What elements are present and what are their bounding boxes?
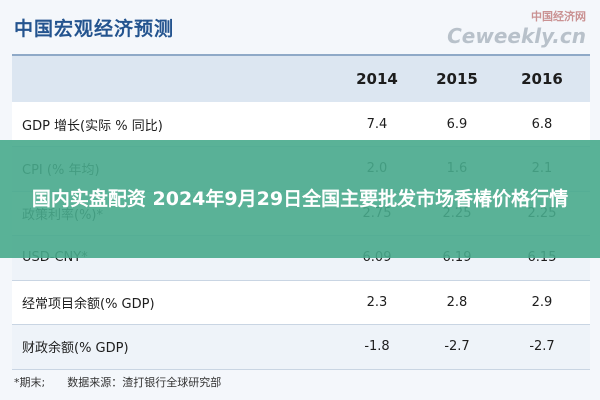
table-cell: 2.8 (446, 294, 468, 310)
title: 中国宏观经济预测 (14, 18, 175, 40)
watermark-cn: 中国经济网 (531, 10, 586, 23)
column-header: 2016 (521, 70, 563, 88)
table-cell: 7.4 (366, 116, 388, 132)
table-row: 经常项目余额(% GDP) 2.3 2.8 2.9 (12, 280, 590, 325)
banner: 国内实盘配资 2024年9月29日全国主要批发市场香椿价格行情 (0, 140, 600, 258)
table-row: 财政余额(% GDP) -1.8 -2.7 -2.7 (12, 324, 590, 370)
table-cell: -1.8 (364, 339, 390, 354)
table-cell: 2.9 (531, 294, 553, 310)
row-label: 经常项目余额(% GDP) (22, 296, 155, 312)
column-header: 2014 (356, 70, 398, 88)
footer: *期末; 数据来源：渣打银行全球研究部 (14, 374, 221, 390)
table-cell: -2.7 (529, 339, 555, 354)
table-cell: 6.9 (446, 116, 468, 132)
row-label: 财政余额(% GDP) (22, 341, 129, 356)
table-cell: -2.7 (444, 339, 470, 354)
table-cell: 6.8 (531, 116, 553, 132)
watermark: 中国经济网 Ceweekly.cn (447, 8, 586, 48)
banner-text: 国内实盘配资 2024年9月29日全国主要批发市场香椿价格行情 (31, 188, 569, 210)
table-cell: 2.3 (366, 294, 388, 310)
source: 数据来源：渣打银行全球研究部 (67, 376, 222, 389)
column-header: 2015 (436, 70, 478, 88)
watermark-en: Ceweekly.cn (447, 24, 586, 48)
row-label: GDP 增长(实际 % 同比) (22, 118, 163, 134)
footnote: *期末; (14, 376, 46, 389)
table-header: 2014 2015 2016 (12, 56, 590, 102)
